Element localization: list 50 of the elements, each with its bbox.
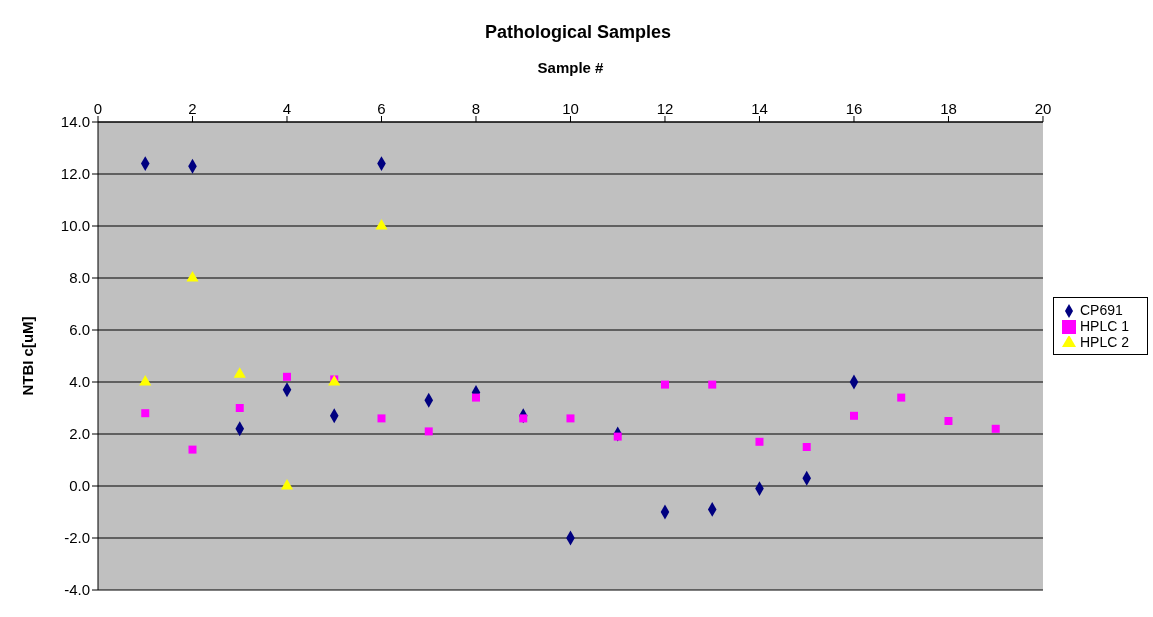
y-tick-label: 8.0 — [69, 269, 90, 287]
point — [471, 393, 480, 402]
point — [188, 445, 197, 454]
x-tick-label: 2 — [188, 100, 197, 117]
point — [141, 409, 150, 418]
y-tick-label: 10.0 — [60, 217, 90, 235]
point — [849, 411, 858, 420]
point — [186, 270, 199, 282]
legend-label: HPLC 1 — [1079, 317, 1129, 334]
point — [280, 478, 294, 490]
x-tick-label: 0 — [93, 100, 103, 117]
point — [897, 393, 906, 402]
legend-label: CP691 — [1079, 301, 1123, 318]
point — [282, 372, 291, 381]
y-tick-label: 14.0 — [60, 113, 90, 131]
y-tick-label: 6.0 — [69, 321, 90, 339]
y-tick-label: 4.0 — [69, 373, 90, 391]
point — [660, 380, 669, 389]
x-tick-label: 18 — [940, 100, 957, 117]
point — [944, 417, 953, 425]
y-tick-label: 12.0 — [60, 165, 90, 183]
y-tick-label: 2.0 — [69, 425, 90, 443]
point — [566, 414, 575, 423]
point — [708, 380, 717, 389]
point — [802, 443, 811, 451]
point — [139, 374, 152, 386]
x-axis-title: Sample # — [537, 58, 605, 76]
y-axis-title: NTBI c[uM] — [19, 316, 37, 396]
y-tick-label: -4.0 — [64, 581, 90, 599]
point — [233, 367, 246, 378]
x-tick-label: 14 — [751, 100, 768, 117]
legend-label: HPLC 2 — [1079, 334, 1129, 351]
point — [377, 414, 386, 423]
y-tick-label: -2.0 — [64, 529, 90, 547]
x-tick-label: 10 — [562, 100, 579, 117]
x-tick-label: 4 — [282, 100, 292, 117]
chart-title: Pathological Samples — [483, 22, 673, 44]
x-tick-label: 6 — [377, 100, 386, 117]
point — [755, 437, 764, 446]
x-tick-label: 8 — [471, 100, 481, 117]
x-tick-label: 12 — [656, 100, 674, 117]
point — [991, 424, 1000, 433]
point — [613, 432, 622, 441]
point — [375, 218, 388, 230]
point — [519, 414, 528, 423]
point — [235, 404, 244, 412]
y-tick-label: 0.0 — [69, 477, 90, 495]
x-tick-label: 20 — [1034, 100, 1052, 117]
point — [424, 427, 433, 436]
x-tick-label: 16 — [845, 100, 863, 117]
